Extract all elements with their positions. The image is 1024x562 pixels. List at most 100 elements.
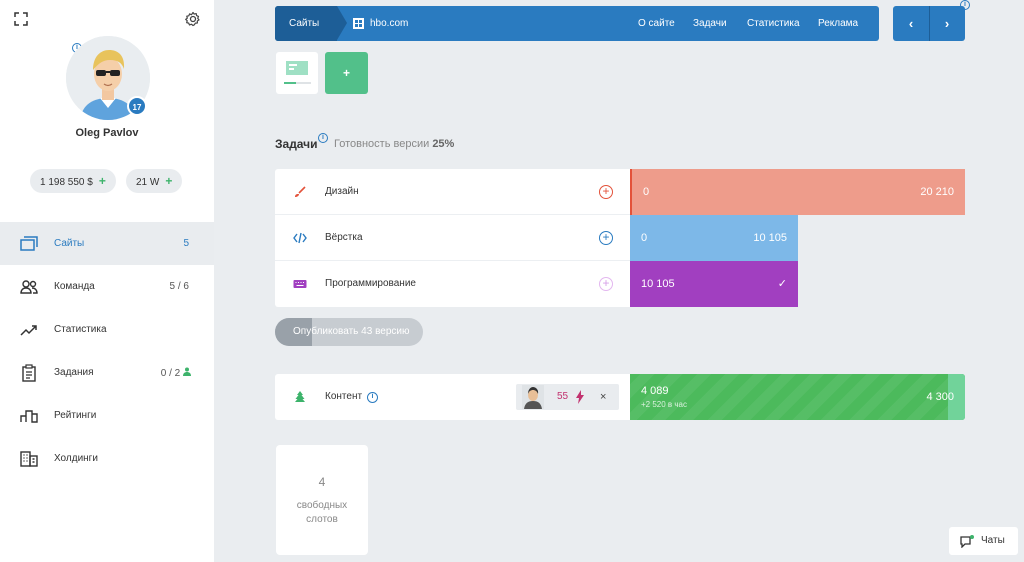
readiness-value: 25% bbox=[432, 138, 455, 150]
power-value: 21 W bbox=[136, 177, 160, 188]
tasks-icon bbox=[20, 363, 38, 382]
site-thumbnail[interactable] bbox=[276, 52, 318, 94]
content-current: 4 089 bbox=[641, 385, 669, 397]
task-row-design: Дизайн + bbox=[275, 169, 630, 215]
breadcrumb-sites[interactable]: Сайты bbox=[275, 6, 337, 41]
task-label: Дизайн bbox=[325, 186, 359, 197]
sidebar-nav: Сайты 5 Команда 5 / 6 Статистика Задания… bbox=[0, 222, 214, 480]
content-progress-remaining bbox=[948, 374, 965, 420]
tree-icon bbox=[295, 391, 305, 402]
site-icon bbox=[353, 18, 364, 29]
sidebar-item-count: 5 bbox=[183, 238, 189, 249]
task-label: Вёрстка bbox=[325, 232, 363, 243]
content-row: Контент i 55 × bbox=[275, 374, 630, 420]
gear-icon[interactable] bbox=[185, 11, 201, 27]
topbar-info-icon[interactable]: i bbox=[960, 0, 970, 10]
site-domain: hbo.com bbox=[370, 18, 409, 29]
free-slots-label: свободных слотов bbox=[296, 500, 348, 525]
next-site-button[interactable]: › bbox=[944, 16, 950, 31]
prev-site-button[interactable]: ‹ bbox=[908, 16, 914, 31]
money-pill[interactable]: 1 198 550 $ + bbox=[30, 169, 116, 193]
worker-energy: 55 bbox=[557, 391, 569, 402]
tasks-info-icon[interactable]: i bbox=[318, 133, 328, 143]
site-preview-image bbox=[284, 61, 311, 84]
sidebar-item-label: Рейтинги bbox=[54, 410, 97, 421]
layout-current: 0 bbox=[641, 232, 648, 244]
team-icon bbox=[20, 278, 38, 296]
progress-bar-layout: 0 10 105 bbox=[630, 215, 798, 261]
tasks-title: Задачи bbox=[275, 137, 318, 151]
add-site-button[interactable]: + bbox=[325, 52, 368, 94]
sidebar-item-holdings[interactable]: Холдинги bbox=[0, 437, 214, 480]
tab-ads[interactable]: Реклама bbox=[818, 18, 859, 29]
brush-icon bbox=[295, 186, 306, 197]
content-info-icon[interactable]: i bbox=[367, 392, 378, 403]
content-rate: +2 520 в час bbox=[641, 400, 688, 409]
code-icon bbox=[293, 232, 307, 244]
user-name: Oleg Pavlov bbox=[75, 127, 139, 139]
avatar-image bbox=[66, 36, 150, 120]
sidebar-item-count: 0 / 2 bbox=[161, 367, 191, 379]
sites-icon bbox=[20, 235, 38, 253]
content-target: 4 300 bbox=[926, 391, 954, 403]
version-readiness: Готовность версии 25% bbox=[334, 138, 454, 150]
sidebar-item-label: Задания bbox=[54, 367, 94, 378]
stats-icon bbox=[20, 321, 38, 339]
fullscreen-icon[interactable] bbox=[14, 12, 28, 26]
tab-statistics[interactable]: Статистика bbox=[747, 18, 800, 29]
chats-button[interactable]: Чаты bbox=[949, 527, 1018, 555]
money-value: 1 198 550 $ bbox=[40, 177, 93, 188]
content-worker: 55 × bbox=[516, 384, 619, 410]
task-row-layout: Вёрстка + bbox=[275, 215, 630, 261]
content-label: Контент bbox=[325, 391, 363, 402]
site-topbar: Сайты hbo.com О сайте Задачи Статистика … bbox=[275, 6, 879, 41]
site-switcher: ‹ › bbox=[893, 6, 965, 41]
progress-bar-content: 4 089 +2 520 в час 4 300 bbox=[630, 374, 965, 420]
sidebar-item-stats[interactable]: Статистика bbox=[0, 308, 214, 351]
sidebar-item-team[interactable]: Команда 5 / 6 bbox=[0, 265, 214, 308]
programming-current: 10 105 bbox=[641, 278, 675, 290]
progress-bar-programming: 10 105 ✓ bbox=[630, 261, 798, 307]
sidebar: i 17 Oleg Pavlov 1 198 550 $ + 21 W + bbox=[0, 0, 214, 562]
holdings-icon bbox=[20, 450, 38, 468]
readiness-label: Готовность версии bbox=[334, 138, 430, 150]
free-slots-count: 4 bbox=[318, 475, 326, 489]
tasks-card: Дизайн + Вёрстка + Программирование + bbox=[275, 169, 630, 307]
ratings-icon bbox=[20, 407, 38, 425]
power-pill[interactable]: 21 W + bbox=[126, 169, 183, 193]
breadcrumb-arrow bbox=[337, 6, 347, 40]
add-programmer-button[interactable]: + bbox=[599, 277, 613, 291]
level-badge: 17 bbox=[127, 96, 147, 116]
add-designer-button[interactable]: + bbox=[599, 185, 613, 199]
check-icon: ✓ bbox=[777, 278, 787, 290]
sidebar-item-label: Команда bbox=[54, 281, 95, 292]
task-row-programming: Программирование + bbox=[275, 261, 630, 307]
remove-worker-button[interactable]: × bbox=[600, 391, 607, 403]
add-layout-button[interactable]: + bbox=[599, 231, 613, 245]
chats-label: Чаты bbox=[981, 535, 1005, 546]
free-slots-card[interactable]: 4 свободных слотов bbox=[276, 445, 368, 555]
sidebar-item-sites[interactable]: Сайты 5 bbox=[0, 222, 214, 265]
tab-about[interactable]: О сайте bbox=[638, 18, 675, 29]
add-money-button[interactable]: + bbox=[98, 174, 106, 188]
content-progress-fill bbox=[630, 374, 949, 420]
divider bbox=[929, 6, 930, 41]
sidebar-item-count: 5 / 6 bbox=[169, 281, 189, 292]
task-label: Программирование bbox=[325, 278, 416, 289]
lightning-icon bbox=[576, 390, 584, 404]
layout-target: 10 105 bbox=[753, 232, 787, 244]
chat-icon bbox=[960, 535, 974, 548]
design-current: 0 bbox=[643, 186, 650, 198]
sidebar-item-label: Холдинги bbox=[54, 453, 98, 464]
tab-tasks[interactable]: Задачи bbox=[693, 18, 727, 29]
publish-label: Опубликовать 43 версию bbox=[293, 326, 410, 337]
progress-bar-design: 0 20 210 bbox=[630, 169, 965, 215]
add-power-button[interactable]: + bbox=[165, 174, 173, 188]
worker-avatar bbox=[522, 385, 544, 409]
keyboard-icon bbox=[293, 280, 307, 288]
sidebar-item-ratings[interactable]: Рейтинги bbox=[0, 394, 214, 437]
publish-version-button[interactable]: Опубликовать 43 версию bbox=[275, 318, 423, 346]
design-target: 20 210 bbox=[920, 186, 954, 198]
publish-progress-fill bbox=[275, 318, 312, 346]
sidebar-item-tasks[interactable]: Задания 0 / 2 bbox=[0, 351, 214, 394]
